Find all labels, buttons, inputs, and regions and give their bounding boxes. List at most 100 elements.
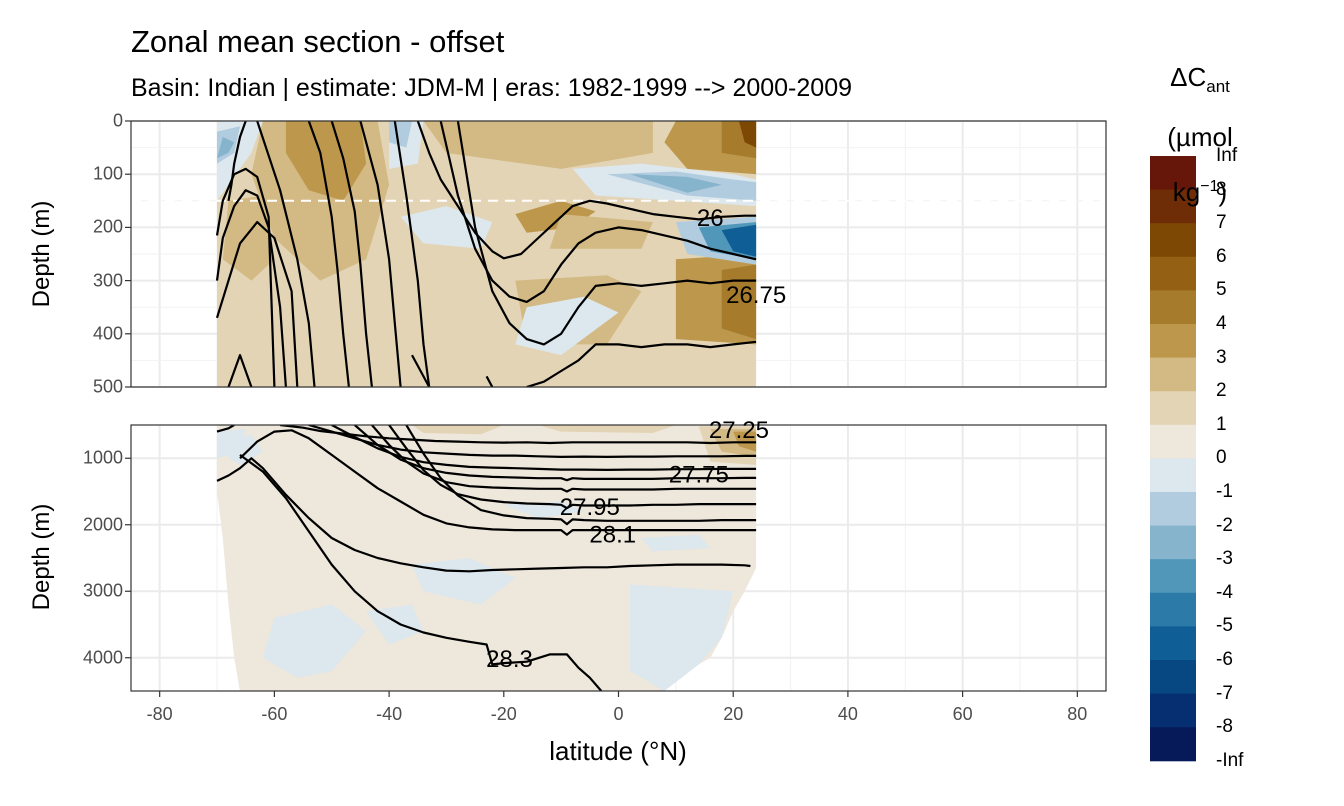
legend-unit-main: (µmol kg [1167, 122, 1233, 207]
legend-swatch [1150, 424, 1196, 459]
legend-label: 3 [1216, 346, 1227, 368]
y-tick-label: 0 [112, 110, 123, 131]
legend-swatch [1150, 324, 1196, 359]
isopycnal-line [359, 121, 402, 387]
isopycnal-label: 27.95 [560, 494, 620, 521]
legend-label: -3 [1216, 548, 1233, 570]
y-tick-label: 400 [92, 323, 123, 344]
isopycnal-line [227, 354, 253, 387]
fill-region [630, 174, 722, 193]
legend-label: 6 [1216, 245, 1227, 267]
isopycnal-label: 27.25 [709, 417, 769, 444]
legend-unit-sup: −1 [1200, 178, 1219, 195]
isopycnal-line [215, 167, 276, 387]
isopycnal-line [416, 121, 757, 260]
isopycnal-label: 28.3 [486, 646, 533, 673]
legend-swatch [1150, 592, 1196, 627]
fill-region [217, 137, 235, 159]
legend-label: -2 [1216, 514, 1233, 536]
isopycnal-line [353, 425, 757, 482]
chart-title: Zonal mean section - offset [131, 24, 505, 59]
legend-swatch [1150, 660, 1196, 695]
fill-region [412, 425, 504, 435]
isopycnal-line [215, 221, 299, 387]
x-tick-label: 20 [723, 704, 744, 724]
legend-label: 7 [1216, 212, 1227, 234]
legend-swatch [1150, 492, 1196, 527]
legend-swatch [1150, 559, 1196, 594]
isopycnal-line [456, 121, 757, 346]
x-tick-label: 0 [613, 704, 624, 724]
legend-title-sub: ant [1206, 77, 1230, 96]
legend-swatch [1150, 290, 1196, 325]
isopycnal-line [405, 425, 757, 526]
fill-region [630, 584, 734, 691]
legend-unit-end: ) [1218, 177, 1228, 207]
legend-label: -8 [1216, 716, 1233, 738]
legend-swatch [1150, 189, 1196, 224]
isopycnal-line [216, 457, 751, 573]
x-axis-label: latitude (°N) [549, 736, 687, 766]
legend-swatch [1150, 626, 1196, 661]
fill-region [285, 121, 367, 201]
legend-label: -1 [1216, 481, 1233, 502]
panel-border [130, 120, 1107, 388]
isopycnal-label: 27.75 [669, 462, 729, 489]
fill-region [738, 121, 757, 148]
legend-swatch [1150, 727, 1196, 762]
chart-subtitle: Basin: Indian | estimate: JDM-M | eras: … [131, 74, 852, 102]
legend-swatch [1150, 525, 1196, 560]
y-tick-label: 500 [92, 376, 123, 397]
legend-swatch [1150, 458, 1196, 493]
isopycnal-line [526, 340, 757, 387]
isopycnal-group [216, 425, 757, 691]
isopycnal-line [307, 121, 350, 387]
fill-region [721, 264, 757, 340]
legend-label: -5 [1216, 615, 1233, 637]
fill-region [641, 534, 711, 552]
y-tick-label: 3000 [82, 580, 123, 601]
isopycnal-label: 26.75 [726, 282, 786, 309]
section-fill-group [217, 121, 757, 387]
legend-label: -6 [1216, 649, 1233, 670]
x-tick-label: -20 [490, 704, 517, 724]
isopycnal-label: 26 [697, 205, 724, 232]
legend-label: 2 [1216, 380, 1227, 402]
legend-label: -4 [1216, 581, 1233, 603]
x-tick-label: -80 [146, 704, 173, 724]
legend-label: 4 [1216, 313, 1227, 334]
fill-region [423, 121, 653, 169]
legend-label: -Inf [1216, 749, 1244, 771]
fill-region [262, 604, 367, 678]
isopycnal-label: 28.1 [589, 521, 636, 548]
legend-swatch [1150, 256, 1196, 291]
legend-title: ΔCant (µmol kg−1) [1144, 52, 1256, 217]
isopycnal-line [227, 121, 247, 201]
y-tick-label: 2000 [82, 514, 123, 535]
isopycnal-line [330, 121, 373, 387]
legend-label: 0 [1216, 447, 1227, 469]
isopycnal-line [308, 425, 757, 458]
y-tick-label: 4000 [82, 647, 123, 668]
fill-region [538, 425, 676, 433]
isopycnal-line [279, 425, 757, 445]
isopycnal-line [388, 425, 757, 510]
isopycnal-line [216, 425, 235, 433]
x-tick-label: -60 [261, 704, 288, 724]
x-tick-label: 60 [952, 704, 973, 724]
fill-region [217, 429, 246, 459]
legend-swatch [1150, 391, 1196, 426]
isopycnal-group [215, 121, 757, 387]
isopycnal-line [215, 189, 287, 387]
x-tick-label: 80 [1067, 704, 1088, 724]
x-tick-label: -40 [376, 704, 403, 724]
legend-swatch [1150, 693, 1196, 728]
isopycnal-line [239, 429, 757, 536]
fill-region [366, 604, 424, 645]
legend-swatch [1150, 156, 1196, 191]
legend-swatch [1150, 223, 1196, 258]
isopycnal-line [485, 375, 494, 387]
fill-region [721, 224, 757, 257]
isopycnal-line [331, 425, 757, 471]
